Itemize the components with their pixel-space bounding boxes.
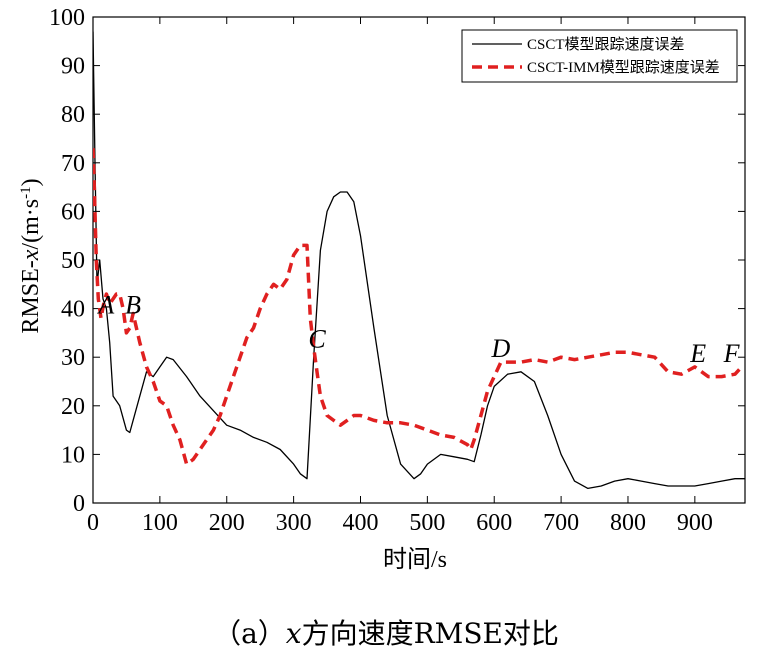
- series-layer: [93, 31, 745, 490]
- y-tick-label: 30: [61, 345, 85, 371]
- line-chart: 0 100 200 300 400 500 600 700 800 900 0 10 20 30 40 50…: [18, 5, 746, 573]
- x-tick-label: 500: [409, 510, 445, 536]
- y-tick-label: 80: [61, 102, 85, 128]
- x-tick-label: 900: [677, 510, 713, 536]
- figure-caption: （a）x方向速度RMSE对比: [0, 612, 772, 652]
- y-axis-ticks: 0 10 20 30 40 50 60 70 80 90 100: [49, 5, 745, 517]
- annotation-b: B: [125, 290, 141, 319]
- y-tick-label: 100: [49, 5, 85, 31]
- x-tick-label: 300: [276, 510, 312, 536]
- y-tick-label: 90: [61, 54, 85, 80]
- x-tick-label: 600: [476, 510, 512, 536]
- annotation-a: A: [96, 290, 114, 319]
- series-line-2: [93, 148, 743, 466]
- y-tick-label: 10: [61, 442, 85, 468]
- y-axis-label-unit: /(m·s: [18, 199, 44, 250]
- y-axis-label: RMSE-x/(m·s-1): [18, 178, 44, 333]
- caption-text: 方向速度RMSE对比: [301, 617, 559, 650]
- x-tick-label: 200: [209, 510, 245, 536]
- legend-box: [461, 29, 738, 83]
- x-tick-label: 700: [543, 510, 579, 536]
- y-tick-label: 40: [61, 297, 85, 323]
- series-line-1: [93, 31, 745, 490]
- y-tick-label: 60: [61, 199, 85, 225]
- x-tick-label: 800: [610, 510, 646, 536]
- legend-label-series-2: CSCT-IMM模型跟踪速度误差: [527, 59, 720, 76]
- annotation-layer: A B C D E F: [96, 290, 740, 368]
- x-tick-label: 100: [142, 510, 178, 536]
- y-axis-label-close: ): [18, 178, 44, 186]
- y-tick-label: 70: [61, 151, 85, 177]
- x-tick-label: 400: [342, 510, 378, 536]
- annotation-f: F: [723, 339, 741, 368]
- caption-prefix: （a）: [213, 617, 286, 650]
- y-axis-label-exponent: -1: [18, 186, 34, 199]
- y-axis-label-part: RMSE-: [18, 260, 44, 333]
- x-axis-label: 时间/s: [383, 546, 447, 573]
- x-axis-ticks: 0 100 200 300 400 500 600 700 800 900: [87, 17, 713, 536]
- caption-variable: x: [285, 617, 302, 650]
- plot-frame: [92, 16, 746, 504]
- annotation-e: E: [689, 339, 706, 368]
- y-tick-label: 50: [61, 248, 85, 274]
- legend: CSCT模型跟踪速度误差 CSCT-IMM模型跟踪速度误差: [461, 29, 738, 83]
- x-tick-label: 0: [87, 510, 99, 536]
- y-tick-label: 0: [73, 491, 85, 517]
- annotation-d: D: [491, 334, 511, 363]
- annotation-c: C: [308, 324, 326, 353]
- plot-area-border: [92, 16, 746, 504]
- legend-label-series-1: CSCT模型跟踪速度误差: [527, 36, 685, 53]
- y-tick-label: 20: [61, 394, 85, 420]
- y-axis-label-var: x: [18, 249, 44, 261]
